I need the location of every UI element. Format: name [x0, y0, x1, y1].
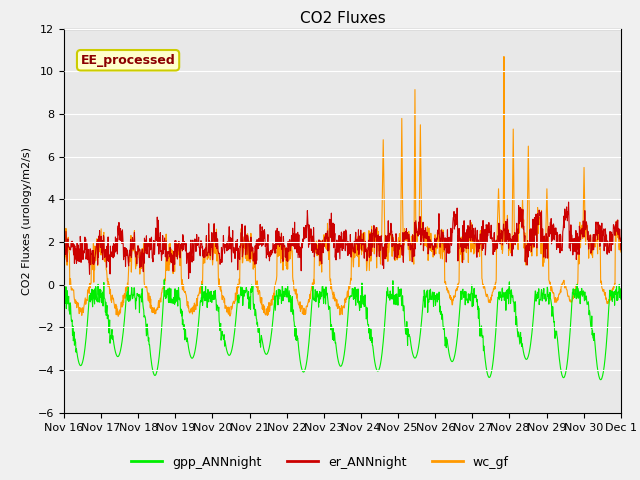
wc_gf: [500, 54, 508, 60]
Y-axis label: CO2 Fluxes (urology/m2/s): CO2 Fluxes (urology/m2/s): [22, 147, 32, 295]
Legend: gpp_ANNnight, er_ANNnight, wc_gf: gpp_ANNnight, er_ANNnight, wc_gf: [126, 451, 514, 474]
Line: er_ANNnight: er_ANNnight: [64, 202, 621, 278]
gpp_ANNnight: [184, 343, 192, 348]
wc_gf: [617, 249, 625, 255]
gpp_ANNnight: [171, 301, 179, 307]
Text: EE_processed: EE_processed: [81, 54, 175, 67]
wc_gf: [246, 257, 254, 263]
gpp_ANNnight: [429, 291, 437, 297]
er_ANNnight: [185, 276, 193, 281]
gpp_ANNnight: [502, 307, 509, 313]
gpp_ANNnight: [617, 296, 625, 302]
wc_gf: [115, 313, 122, 319]
Line: wc_gf: wc_gf: [64, 57, 621, 316]
wc_gf: [184, 305, 192, 311]
wc_gf: [429, 254, 437, 260]
er_ANNnight: [564, 199, 572, 205]
Line: gpp_ANNnight: gpp_ANNnight: [64, 280, 621, 380]
gpp_ANNnight: [60, 299, 68, 304]
Title: CO2 Fluxes: CO2 Fluxes: [300, 11, 385, 26]
er_ANNnight: [60, 250, 68, 256]
er_ANNnight: [617, 247, 625, 252]
wc_gf: [552, 295, 559, 300]
wc_gf: [60, 252, 68, 257]
er_ANNnight: [502, 218, 509, 224]
gpp_ANNnight: [551, 336, 559, 341]
er_ANNnight: [429, 243, 437, 249]
gpp_ANNnight: [597, 377, 605, 383]
gpp_ANNnight: [246, 307, 254, 312]
er_ANNnight: [170, 254, 178, 260]
wc_gf: [171, 269, 179, 275]
er_ANNnight: [184, 250, 191, 256]
wc_gf: [502, 236, 510, 242]
er_ANNnight: [551, 228, 559, 234]
er_ANNnight: [246, 255, 254, 261]
gpp_ANNnight: [161, 277, 168, 283]
